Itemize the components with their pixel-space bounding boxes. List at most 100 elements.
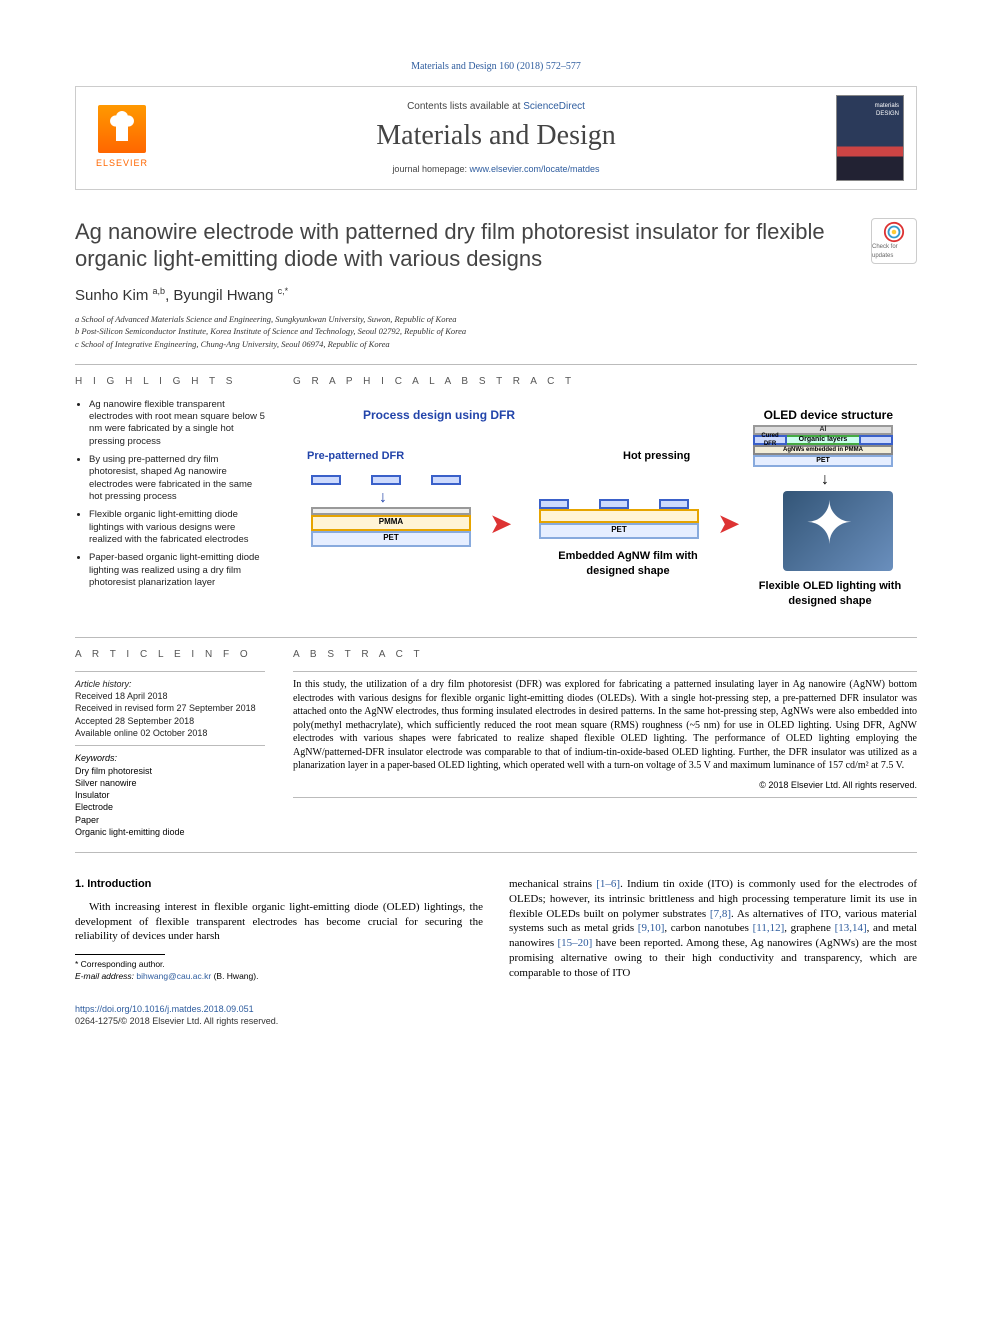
divider [75,671,265,672]
citation-ref[interactable]: [7,8] [710,908,731,920]
citation-line: Materials and Design 160 (2018) 572–577 [75,60,917,74]
ga-process-title: Process design using DFR [363,407,515,423]
homepage-prefix: journal homepage: [392,164,469,174]
corr-name: (B. Hwang). [211,971,258,981]
affiliation-a: a School of Advanced Materials Science a… [75,314,917,325]
ga-dfr-piece [371,475,401,485]
citation-ref[interactable]: [13,14] [835,922,867,934]
body-text: , graphene [784,922,834,934]
journal-title-block: Contents lists available at ScienceDirec… [168,100,824,175]
divider [293,797,917,798]
corr-email-link[interactable]: bihwang@cau.ac.kr [136,971,211,981]
crossmark-icon [883,221,905,243]
publisher-logo-block: ELSEVIER [88,105,156,169]
keyword-item: Dry film photoresist [75,765,265,777]
graphical-abstract-label: G R A P H I C A L A B S T R A C T [293,375,917,389]
highlight-item: Paper-based organic light-emitting diode… [89,552,265,589]
keyword-item: Organic light-emitting diode [75,826,265,838]
divider [75,364,917,365]
accepted-date: Accepted 28 September 2018 [75,715,265,727]
ga-dfr-piece [539,499,569,509]
ga-prepatterned-label: Pre-patterned DFR [307,449,404,464]
affiliations-block: a School of Advanced Materials Science a… [75,314,917,350]
received-date: Received 18 April 2018 [75,690,265,702]
intro-paragraph: mechanical strains [1–6]. Indium tin oxi… [509,877,917,981]
ga-oled-title: OLED device structure [764,407,893,423]
issn-copyright: 0264-1275/© 2018 Elsevier Ltd. All right… [75,1016,278,1026]
authors-line: Sunho Kim a,b, Byungil Hwang c,* [75,285,917,306]
ga-dfr-piece [311,475,341,485]
contents-prefix: Contents lists available at [407,101,523,112]
article-info-label: A R T I C L E I N F O [75,648,265,662]
ga-oled-device-photo [783,491,893,571]
abstract-copyright: © 2018 Elsevier Ltd. All rights reserved… [293,779,917,791]
ga-flexible-caption: Flexible OLED lighting with designed sha… [755,579,905,609]
journal-name: Materials and Design [168,117,824,155]
sciencedirect-link[interactable]: ScienceDirect [523,101,585,112]
highlight-item: Ag nanowire flexible transparent electro… [89,399,265,448]
article-history: Article history: Received 18 April 2018 … [75,678,265,739]
ga-agnw-layer [311,507,471,515]
highlights-list: Ag nanowire flexible transparent electro… [75,399,265,590]
body-text: , carbon nanotubes [664,922,752,934]
page-footer: https://doi.org/10.1016/j.matdes.2018.09… [75,1003,917,1027]
highlights-label: H I G H L I G H T S [75,375,265,389]
citation-ref[interactable]: [9,10] [638,922,665,934]
check-updates-badge[interactable]: Check for updates [871,218,917,264]
abstract-text: In this study, the utilization of a dry … [293,678,917,773]
ga-dfr-piece [431,475,461,485]
ga-embedded-caption: Embedded AgNW film with designed shape [543,549,713,579]
journal-header: ELSEVIER Contents lists available at Sci… [75,86,917,190]
intro-heading: 1. Introduction [75,877,483,892]
graphical-abstract-figure: Process design using DFR OLED device str… [293,403,917,623]
journal-cover-thumb [836,95,904,181]
history-label: Article history: [75,679,132,689]
elsevier-tree-icon [98,105,146,153]
online-date: Available online 02 October 2018 [75,727,265,739]
ga-dfr-piece [659,499,689,509]
contents-available-line: Contents lists available at ScienceDirec… [168,100,824,114]
keywords-label: Keywords: [75,752,265,764]
article-title: Ag nanowire electrode with patterned dry… [75,218,853,273]
ga-pet-layer: PET [311,531,471,547]
ga-hotpressing-label: Hot pressing [623,449,690,464]
footnote-rule [75,954,165,955]
corr-label: * Corresponding author. [75,959,483,970]
check-updates-label: Check for updates [872,243,916,259]
highlight-item: By using pre-patterned dry film photores… [89,454,265,503]
ga-pet-layer: PET [539,523,699,539]
graphical-abstract: Process design using DFR OLED device str… [293,399,917,623]
process-arrow-icon: ➤ [717,505,740,543]
affiliation-c: c School of Integrative Engineering, Chu… [75,339,917,350]
divider [293,671,917,672]
keyword-item: Insulator [75,789,265,801]
citation-ref[interactable]: [11,12] [753,922,785,934]
ga-pmma-layer [539,509,699,523]
homepage-link[interactable]: www.elsevier.com/locate/matdes [470,164,600,174]
highlight-item: Flexible organic light-emitting diode li… [89,509,265,546]
keyword-item: Electrode [75,801,265,813]
citation-ref[interactable]: [15–20] [558,937,593,949]
divider [75,745,265,746]
ga-pmma-layer: PMMA [311,515,471,531]
publisher-wordmark: ELSEVIER [96,157,148,169]
body-text: mechanical strains [509,878,596,890]
body-two-column: 1. Introduction With increasing interest… [75,877,917,985]
intro-paragraph: With increasing interest in flexible org… [75,900,483,945]
doi-link[interactable]: https://doi.org/10.1016/j.matdes.2018.09… [75,1004,254,1014]
process-arrow-icon: ➤ [489,505,512,543]
homepage-line: journal homepage: www.elsevier.com/locat… [168,163,824,175]
affiliation-b: b Post-Silicon Semiconductor Institute, … [75,326,917,337]
corr-email-label: E-mail address: [75,971,136,981]
keyword-item: Silver nanowire [75,777,265,789]
divider [75,637,917,638]
ga-pet-layer: PET [753,455,893,467]
divider [75,852,917,853]
ga-cured-dfr-layer [859,435,893,445]
ga-dfr-piece [599,499,629,509]
citation-ref[interactable]: [1–6] [596,878,620,890]
ga-agnw-pmma-layer: AgNWs embedded in PMMA [753,445,893,455]
ga-cured-dfr-layer: Cured DFR [753,435,787,445]
corresponding-author-note: * Corresponding author. E-mail address: … [75,959,483,982]
down-arrow-icon: ↓ [379,487,387,509]
